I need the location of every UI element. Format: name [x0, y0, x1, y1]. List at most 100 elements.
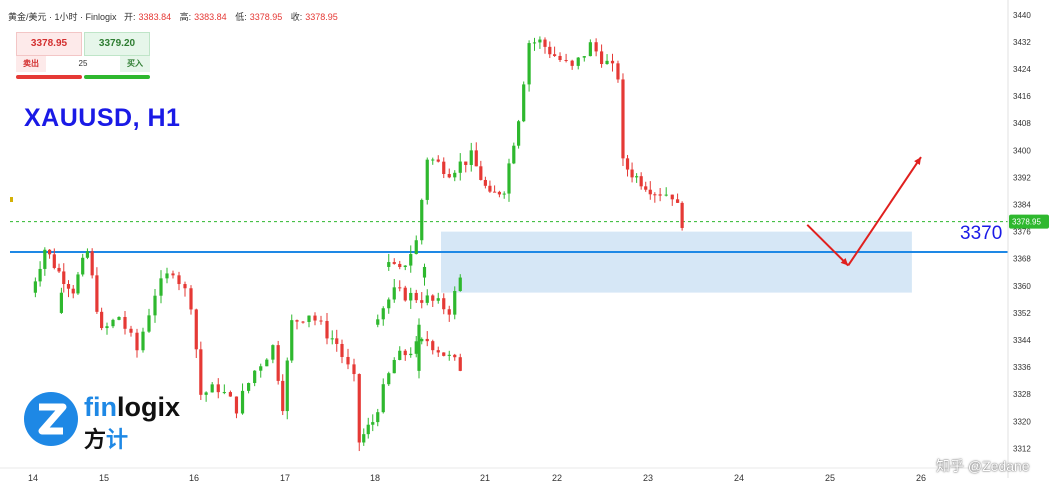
candle-body [204, 392, 208, 395]
buy-button[interactable]: 买入 [120, 56, 150, 72]
candle-body [357, 374, 361, 443]
sell-bar [16, 75, 82, 79]
last-price-tag [1009, 214, 1049, 229]
candle-body [290, 320, 294, 361]
sell-price[interactable]: 3378.95 [16, 32, 82, 56]
candle-body [301, 321, 305, 323]
price-tick-label: 3384 [1013, 201, 1031, 210]
candle-body [436, 350, 440, 353]
candle-body [100, 311, 104, 329]
candle-body [458, 277, 462, 291]
candle-body [85, 251, 90, 258]
candle-body [76, 274, 80, 294]
candle-body [497, 191, 501, 195]
candle-body [362, 434, 366, 443]
buy-price[interactable]: 3379.20 [84, 32, 150, 56]
candle-body [340, 343, 344, 357]
projection-arrowhead [840, 257, 849, 266]
candle-body [414, 341, 418, 354]
candle-body [147, 315, 151, 332]
finlogix-logo: finlogix 方计 [24, 392, 194, 452]
candle-body [381, 384, 385, 413]
low-value: 3378.95 [249, 12, 283, 22]
candle-body [507, 163, 511, 194]
candle-body [610, 60, 615, 64]
candle-body [425, 159, 429, 200]
buy-bar [84, 75, 150, 79]
candle-body [599, 51, 604, 65]
candle-body [630, 169, 634, 178]
candle-body [307, 315, 311, 322]
candle-body [639, 176, 643, 187]
candle-body [675, 199, 680, 203]
candle-body [442, 161, 446, 175]
candle-body [635, 176, 639, 178]
candle-body [111, 319, 115, 327]
candle-body [271, 345, 275, 360]
candle-body [512, 145, 516, 164]
candle-body [159, 278, 163, 296]
candle-body [570, 60, 574, 66]
candle-body [57, 267, 61, 272]
time-tick-label: 17 [280, 473, 290, 483]
support-zone [441, 231, 912, 293]
open-label: 开: [124, 12, 136, 22]
candle-body [414, 240, 418, 255]
candle-body [129, 328, 133, 333]
candle-body [594, 42, 598, 52]
watermark: 知乎 @Zedane [936, 458, 1030, 474]
candle-body [325, 320, 329, 339]
candle-body [532, 42, 537, 44]
price-tick-label: 3392 [1013, 173, 1031, 182]
candle-body [117, 316, 121, 320]
candle-body [469, 150, 473, 165]
candle-body [153, 295, 157, 316]
candle-body [621, 79, 625, 159]
candle-body [616, 63, 620, 80]
candle-body [398, 263, 402, 268]
candle-body [653, 194, 657, 196]
candle-body [330, 338, 334, 340]
candle-body [141, 331, 145, 351]
candle-body [442, 352, 446, 356]
candle-body [183, 284, 187, 289]
candle-body [522, 84, 526, 122]
quantity-field[interactable]: 25 [78, 59, 88, 68]
candle-body [376, 319, 380, 325]
chart-title: XAUUSD, H1 [24, 104, 181, 132]
projection-arrowhead [914, 157, 921, 165]
candle-body [240, 390, 245, 414]
projection-arrow [847, 156, 922, 267]
time-tick-label: 23 [643, 473, 653, 483]
candle-body [171, 273, 175, 276]
candle-body [644, 186, 648, 190]
candle-body [253, 370, 257, 384]
price-tick-label: 3408 [1013, 119, 1031, 128]
candle-body [502, 193, 506, 195]
candle-body [228, 392, 232, 397]
price-tick-label: 3344 [1013, 336, 1031, 345]
candle-body [319, 320, 323, 322]
candle-body [346, 356, 350, 365]
candle-body [558, 55, 562, 60]
candle-body [59, 292, 63, 313]
sell-button[interactable]: 卖出 [16, 56, 46, 72]
price-tick-label: 3352 [1013, 309, 1031, 318]
candle-body [409, 254, 413, 266]
candle-body [483, 179, 487, 186]
candle-body [474, 150, 478, 167]
candle-body [664, 194, 668, 196]
projection-arrow [806, 224, 849, 267]
time-tick-label: 16 [189, 473, 199, 483]
low-label: 低: [235, 12, 247, 22]
candle-body [366, 424, 370, 435]
candle-body [447, 309, 451, 315]
candle-body [582, 56, 586, 58]
candle-body [52, 254, 56, 268]
candle-body [281, 380, 285, 412]
candle-body [588, 42, 592, 57]
candle-body [436, 159, 440, 162]
price-tick-label: 3416 [1013, 92, 1031, 101]
candle-body [398, 350, 402, 360]
